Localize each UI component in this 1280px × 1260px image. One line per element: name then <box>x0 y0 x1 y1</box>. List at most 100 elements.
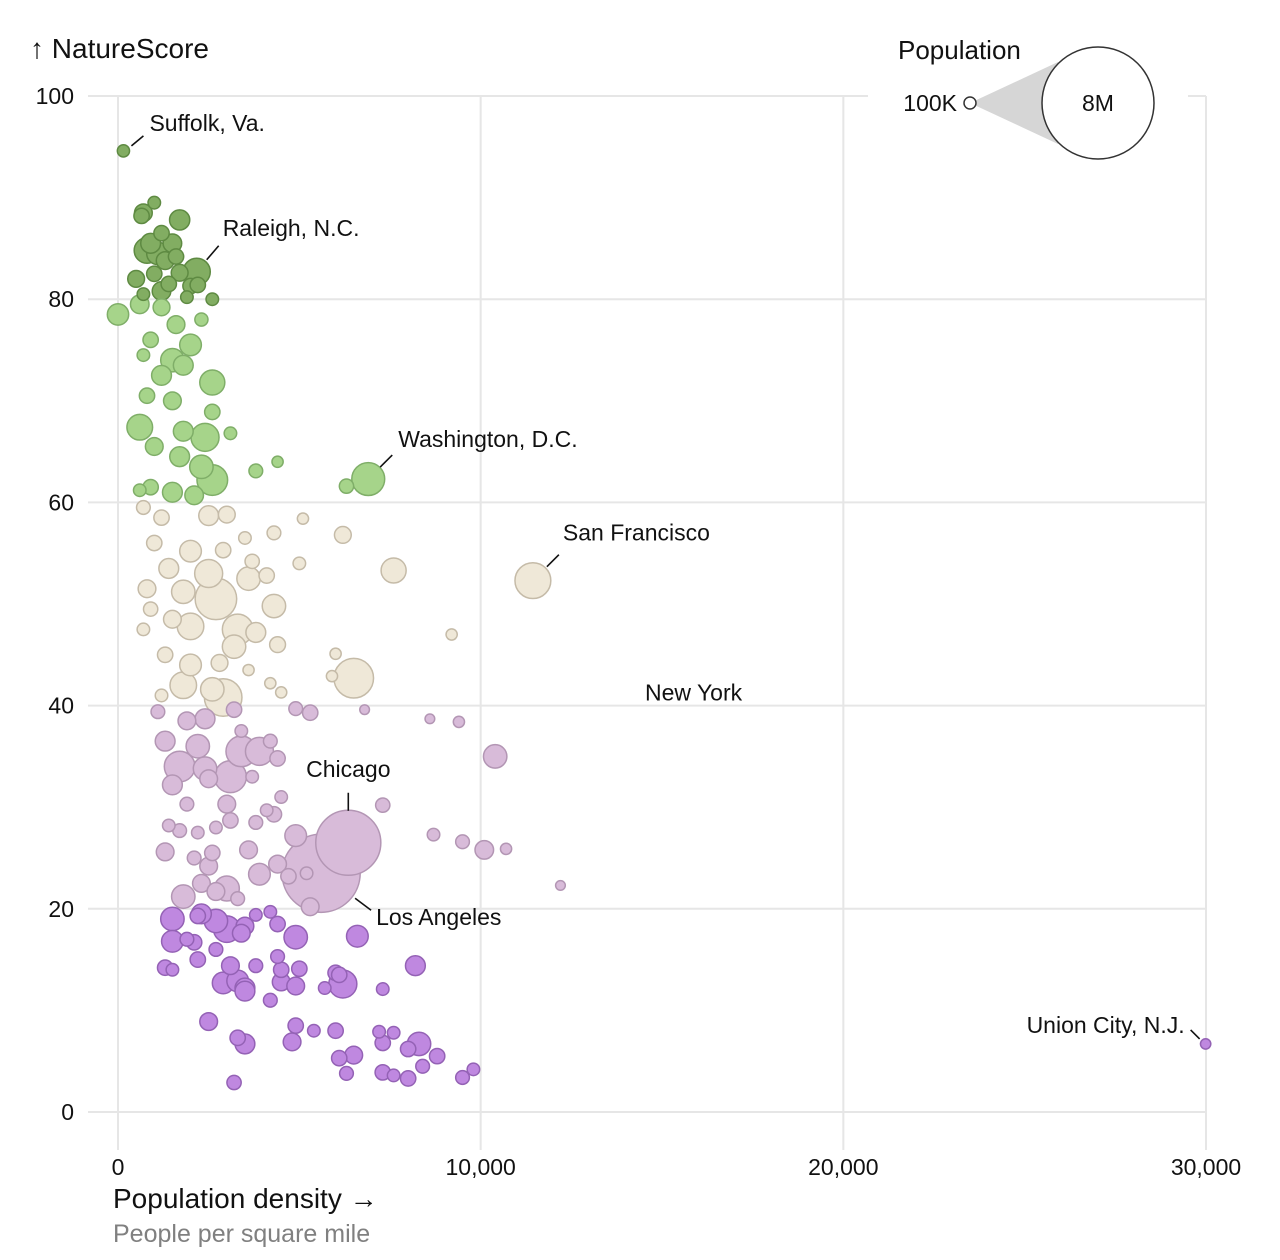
data-point[interactable] <box>282 1032 302 1052</box>
data-point[interactable] <box>317 981 332 996</box>
data-point[interactable] <box>263 904 278 919</box>
data-point[interactable] <box>351 461 386 497</box>
data-point[interactable] <box>296 512 310 526</box>
data-point[interactable] <box>189 951 207 969</box>
data-point[interactable] <box>374 797 391 814</box>
data-point[interactable] <box>162 391 183 411</box>
data-point[interactable] <box>168 209 191 231</box>
data-point[interactable] <box>222 811 239 829</box>
data-point[interactable] <box>155 842 175 862</box>
data-point[interactable] <box>210 653 229 673</box>
data-point[interactable] <box>166 314 186 335</box>
data-point[interactable] <box>283 924 309 950</box>
data-point[interactable] <box>474 839 495 860</box>
data-point[interactable] <box>271 455 284 469</box>
data-point[interactable] <box>259 803 274 818</box>
data-point[interactable] <box>208 941 224 958</box>
data-point[interactable] <box>247 862 272 886</box>
data-point[interactable] <box>234 980 256 1002</box>
data-point[interactable] <box>132 483 147 498</box>
data-point[interactable] <box>231 923 251 943</box>
data-point[interactable] <box>344 1045 364 1065</box>
data-point[interactable] <box>136 622 151 637</box>
data-point[interactable] <box>288 701 304 717</box>
data-point[interactable] <box>126 413 154 441</box>
data-point[interactable] <box>156 646 174 664</box>
data-point[interactable] <box>154 688 169 703</box>
data-point[interactable] <box>415 1058 431 1074</box>
data-point[interactable] <box>386 1068 401 1083</box>
data-point[interactable] <box>172 420 194 442</box>
data-point[interactable] <box>161 481 184 503</box>
data-point[interactable] <box>198 504 220 527</box>
data-point[interactable] <box>269 948 286 965</box>
data-point[interactable] <box>184 485 205 506</box>
data-point[interactable] <box>179 290 194 305</box>
data-point[interactable] <box>150 364 173 387</box>
data-point[interactable] <box>267 854 288 874</box>
data-point[interactable] <box>179 931 195 947</box>
data-point[interactable] <box>145 534 163 552</box>
data-point[interactable] <box>225 701 243 719</box>
data-point[interactable] <box>161 818 176 833</box>
data-point[interactable] <box>199 769 219 789</box>
data-point[interactable] <box>106 303 130 326</box>
data-point[interactable] <box>194 312 209 327</box>
data-point[interactable] <box>116 144 131 158</box>
data-point[interactable] <box>236 566 262 592</box>
data-point[interactable] <box>287 1017 305 1035</box>
data-point[interactable] <box>345 924 369 948</box>
data-point[interactable] <box>274 790 289 805</box>
data-point[interactable] <box>229 1029 247 1047</box>
data-point[interactable] <box>226 1074 242 1091</box>
data-point[interactable] <box>188 454 214 480</box>
data-point[interactable] <box>203 844 221 862</box>
data-point[interactable] <box>372 1024 387 1039</box>
data-point[interactable] <box>138 387 156 405</box>
data-point[interactable] <box>191 873 212 894</box>
data-point[interactable] <box>338 1065 355 1082</box>
data-point[interactable] <box>258 567 276 584</box>
data-point[interactable] <box>375 982 390 997</box>
data-point[interactable] <box>178 653 203 677</box>
data-point[interactable] <box>315 809 382 877</box>
data-point[interactable] <box>386 1025 401 1040</box>
data-point[interactable] <box>292 556 307 571</box>
data-point[interactable] <box>178 333 203 357</box>
data-point[interactable] <box>189 907 207 925</box>
data-point[interactable] <box>160 275 178 293</box>
data-point[interactable] <box>136 348 151 363</box>
data-point[interactable] <box>170 263 189 282</box>
data-point[interactable] <box>193 558 224 589</box>
data-point[interactable] <box>152 298 171 317</box>
data-point[interactable] <box>179 796 195 812</box>
data-point[interactable] <box>135 499 151 516</box>
data-point[interactable] <box>263 676 277 690</box>
data-point[interactable] <box>194 708 216 730</box>
data-point[interactable] <box>199 1011 219 1032</box>
data-point[interactable] <box>217 505 236 524</box>
data-point[interactable] <box>248 958 264 974</box>
data-point[interactable] <box>286 976 306 996</box>
data-point[interactable] <box>330 1049 348 1067</box>
data-point[interactable] <box>214 541 232 559</box>
data-point[interactable] <box>126 269 146 289</box>
data-point[interactable] <box>154 730 176 752</box>
data-point[interactable] <box>306 1023 321 1038</box>
data-point[interactable] <box>262 733 278 749</box>
data-point[interactable] <box>445 628 459 641</box>
data-point[interactable] <box>142 331 160 349</box>
data-point[interactable] <box>170 884 196 910</box>
data-point[interactable] <box>159 906 185 932</box>
data-point[interactable] <box>206 881 226 902</box>
data-point[interactable] <box>172 354 194 376</box>
data-point[interactable] <box>147 195 162 210</box>
data-point[interactable] <box>454 1069 471 1086</box>
data-point[interactable] <box>242 663 255 677</box>
data-point[interactable] <box>234 723 249 739</box>
data-point[interactable] <box>280 867 297 885</box>
data-point[interactable] <box>186 850 202 866</box>
data-point[interactable] <box>284 824 308 848</box>
data-point[interactable] <box>359 704 371 716</box>
data-point[interactable] <box>199 369 226 396</box>
